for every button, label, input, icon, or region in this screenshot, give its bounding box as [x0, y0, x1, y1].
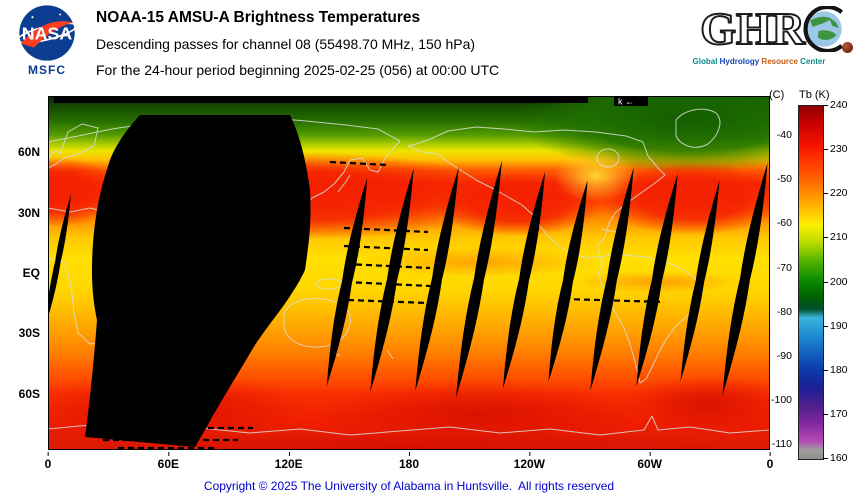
- y-axis-label: 60N: [17, 145, 40, 160]
- colorbar-unit-kelvin: Tb (K): [799, 89, 830, 101]
- ghrc-letters: GHR: [699, 3, 806, 54]
- nasa-logo: NASA: [16, 5, 78, 61]
- colorbar-k-tick: 230: [823, 143, 848, 155]
- top-edge-gap: [54, 96, 588, 103]
- x-axis-label: 180: [398, 452, 420, 471]
- colorbar-c-tick: -110: [771, 438, 792, 451]
- map-x-axis: 0 60E 120E 180 120W 60W 0: [44, 452, 773, 471]
- colorbar-k-tick: 170: [823, 408, 848, 420]
- ghrc-tagline: Global Hydrology Resource Center: [670, 57, 848, 66]
- colorbar-c-tick: -100: [770, 393, 792, 406]
- colorbar-k-ticks: 240 230 220 210 200 190 180 170 160: [823, 99, 853, 464]
- x-axis-label: 0: [766, 452, 774, 471]
- colorbar-k-tick: 240: [823, 99, 848, 111]
- nasa-swoosh: [20, 21, 74, 48]
- y-axis-label: 30S: [18, 326, 40, 341]
- ghrc-logo: GHR Global Hydrology Resource Center: [670, 2, 853, 66]
- y-axis-label: EQ: [22, 266, 40, 280]
- colorbar-c-tick: -40: [776, 129, 792, 142]
- colorbar-c-tick: -50: [776, 173, 792, 186]
- subtitle-channel: Descending passes for channel 08 (55498.…: [96, 36, 476, 52]
- colorbar-c-tick: -60: [776, 217, 792, 230]
- x-axis-label: 60W: [637, 452, 662, 471]
- colorbar-gradient: [799, 106, 823, 459]
- colorbar-c-ticks: -40 -50 -60 -70 -80 -90 -100 -110: [756, 105, 794, 458]
- scan-line-dashes: [98, 160, 665, 450]
- colorbar-unit-celsius: (C): [769, 89, 785, 101]
- brightness-temperature-map: k ←: [48, 96, 770, 450]
- map-border: [48, 96, 770, 450]
- data-gap-swaths: [48, 96, 770, 447]
- ghrc-tagline-word: Resource: [759, 57, 798, 66]
- ghrc-tagline-word: Hydrology: [717, 57, 760, 66]
- y-axis-label: 30N: [17, 205, 40, 220]
- x-axis-label: 120E: [274, 452, 303, 471]
- ghrc-logo-row: GHR: [670, 2, 853, 56]
- nasa-insignia-text: NASA: [22, 24, 73, 44]
- x-axis-label: 60E: [157, 452, 180, 471]
- colorbar-k-tick: 180: [823, 364, 848, 376]
- swath-marker-label: k ←: [618, 97, 634, 107]
- x-axis-label: 0: [44, 452, 52, 471]
- ghrc-globe-wrap: [802, 6, 853, 53]
- colorbar-c-tick: -90: [776, 349, 792, 362]
- globe-icon: [803, 6, 844, 52]
- x-axis-label: 120W: [513, 452, 546, 471]
- map-y-axis: 60N 30N EQ 30S 60S: [0, 96, 44, 450]
- copyright-text: Copyright © 2025 The University of Alaba…: [203, 479, 615, 493]
- ghrc-sphere-icon: [842, 42, 853, 53]
- msfc-label: MSFC: [28, 63, 66, 77]
- colorbar-c-tick: -80: [776, 305, 792, 318]
- colorbar-k-tick: 160: [823, 452, 848, 464]
- colorbar-k-tick: 210: [823, 231, 848, 243]
- colorbar-c-tick: -70: [776, 261, 792, 274]
- colorbar-k-tick: 190: [823, 320, 848, 332]
- colorbar-k-tick: 220: [823, 187, 848, 199]
- page-title: NOAA-15 AMSU-A Brightness Temperatures: [96, 9, 421, 26]
- subtitle-period: For the 24-hour period beginning 2025-02…: [96, 62, 500, 78]
- large-data-gap: [85, 115, 311, 447]
- ghrc-tagline-word: Center: [797, 57, 826, 66]
- colorbar-k-tick: 200: [823, 276, 848, 288]
- y-axis-label: 60S: [18, 386, 40, 401]
- swath-marker: k ←: [614, 96, 648, 107]
- colorbar: [798, 105, 824, 460]
- ghrc-tagline-word: Global: [692, 57, 718, 66]
